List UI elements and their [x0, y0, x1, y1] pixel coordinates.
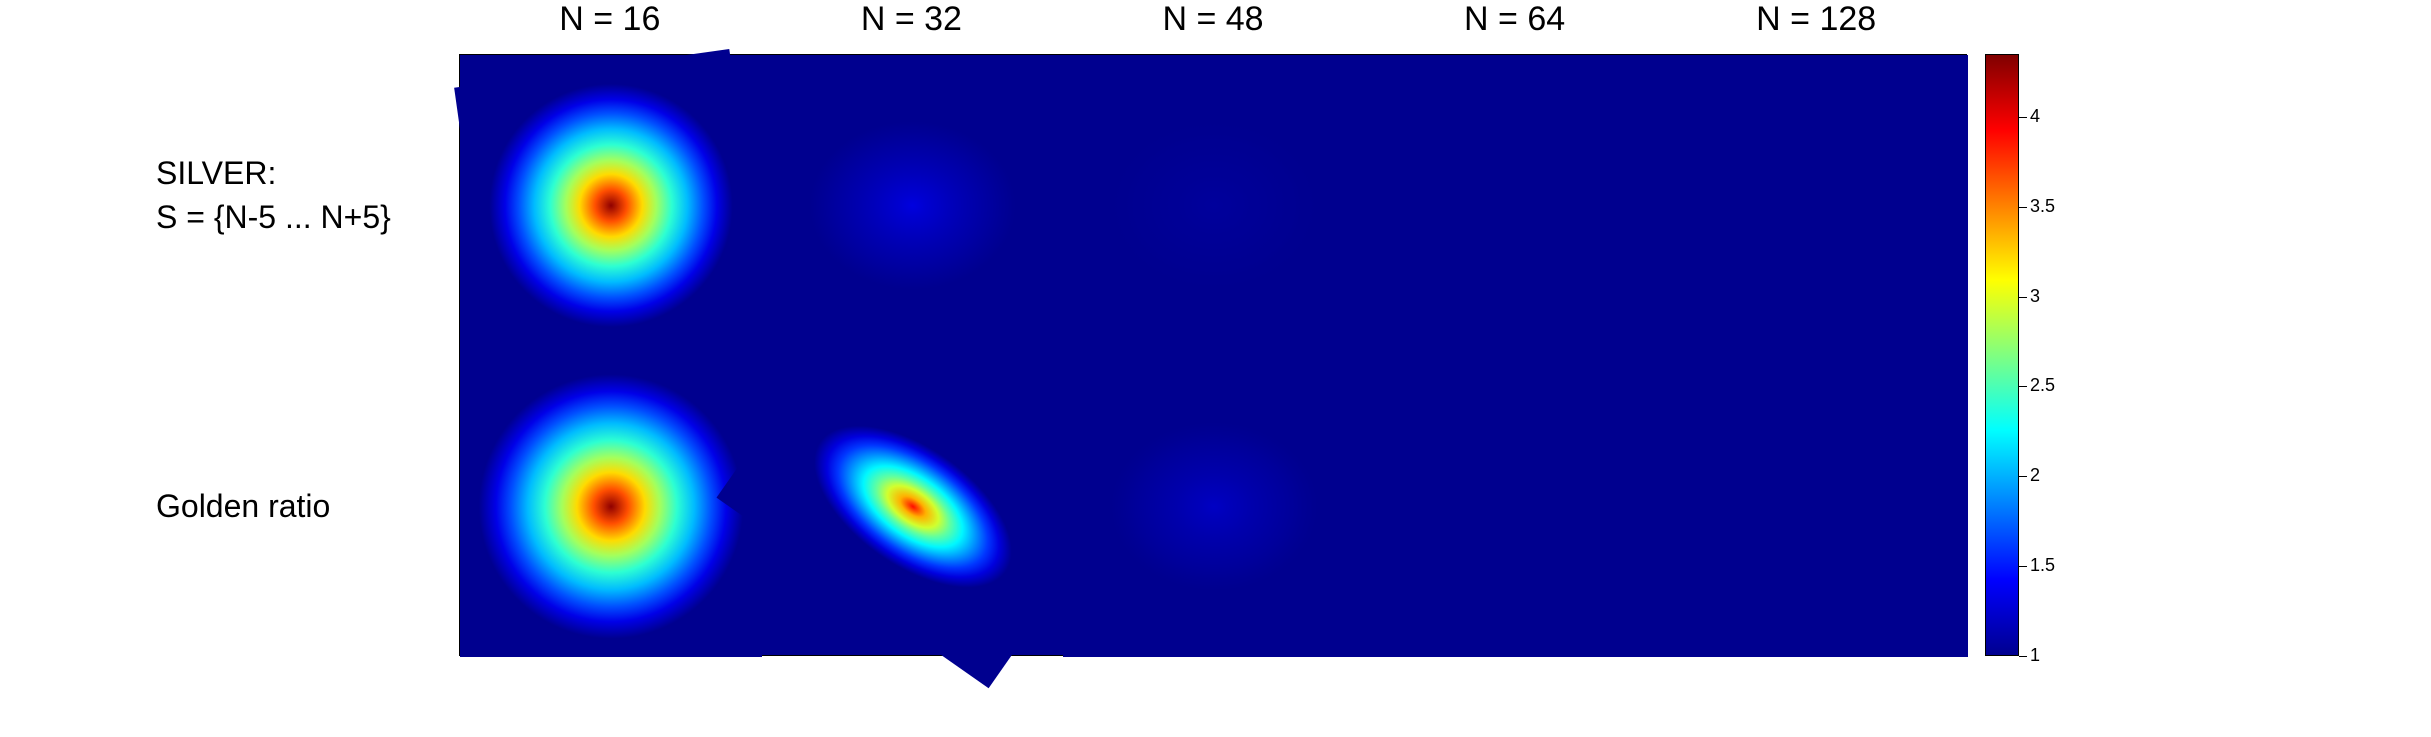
colorbar-tick: [2019, 476, 2027, 478]
column-title: N = 32: [860, 0, 962, 38]
colorbar-tick-label: 4: [2030, 105, 2041, 126]
column-title: N = 64: [1464, 0, 1566, 38]
row-label-line: SILVER:: [156, 154, 277, 191]
heatmap-cell: [1364, 55, 1667, 356]
colorbar-tick-label: 1.5: [2030, 555, 2056, 576]
colorbar: [1985, 54, 2019, 656]
heatmap-cell: [716, 325, 1109, 688]
heatmap-cell: [454, 49, 768, 362]
heatmap-cell: [1666, 55, 1968, 356]
colorbar-tick: [2019, 386, 2027, 388]
heatmap-panel: [454, 49, 1968, 688]
column-title: N = 16: [559, 0, 661, 38]
colorbar-tick-label: 2: [2030, 465, 2041, 486]
column-title: N = 48: [1162, 0, 1264, 38]
colorbar-tick: [2019, 566, 2027, 568]
colorbar-tick: [2019, 116, 2027, 118]
colorbar-tick-label: 3: [2030, 285, 2041, 306]
heatmap-cell: [460, 356, 762, 657]
row-label: SILVER: S = {N-5 ... N+5}: [156, 151, 391, 239]
row-label-line: Golden ratio: [156, 487, 331, 524]
heatmap-cell: [1666, 356, 1968, 657]
colorbar-tick-label: 1: [2030, 645, 2041, 665]
row-label: Golden ratio: [156, 484, 330, 528]
row-label-line: S = {N-5 ... N+5}: [156, 198, 391, 235]
column-title: N = 128: [1756, 0, 1877, 38]
heatmap-cell: [1063, 55, 1365, 356]
colorbar-tick: [2019, 296, 2027, 298]
colorbar-tick: [2019, 206, 2027, 208]
colorbar-tick: [2019, 656, 2027, 657]
heatmap-cell: [1063, 356, 1365, 657]
heatmap-cell: [761, 55, 1064, 356]
colorbar-tick-label: 3.5: [2030, 195, 2056, 216]
colorbar-tick-label: 2.5: [2030, 375, 2056, 396]
heatmap-cell: [1364, 356, 1667, 657]
